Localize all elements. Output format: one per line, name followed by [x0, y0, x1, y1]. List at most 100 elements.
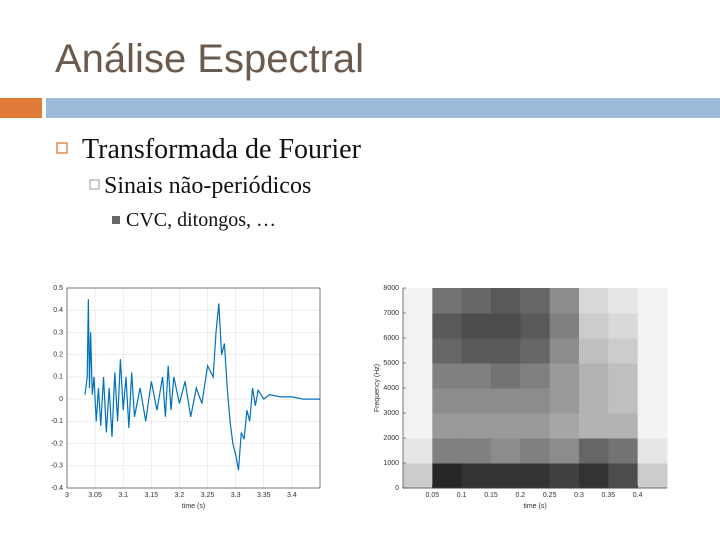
slide-title: Análise Espectral	[55, 37, 364, 81]
x-tick-label: 3	[65, 492, 69, 499]
spectrogram-cell	[432, 413, 463, 439]
x-tick-label: 0.25	[543, 492, 557, 499]
spectrogram-cell	[461, 338, 492, 364]
spectrogram-cell	[461, 363, 492, 389]
x-tick-label: 3.1	[118, 492, 128, 499]
y-tick-label: 8000	[383, 285, 399, 292]
bullet-text: CVC, ditongos, …	[126, 209, 276, 231]
spectrogram-cell	[579, 288, 609, 314]
spectrogram-cell	[461, 413, 492, 439]
y-tick-label: 4000	[383, 385, 399, 392]
spectrogram-cell	[461, 438, 492, 464]
y-tick-label: 7000	[383, 310, 399, 317]
spectrogram-cell	[549, 413, 580, 439]
spectrogram-cell	[403, 388, 433, 414]
spectrogram-cell	[608, 413, 639, 439]
x-tick-label: 0.35	[602, 492, 616, 499]
x-tick-label: 3.05	[88, 492, 102, 499]
accent-bar	[0, 98, 42, 118]
spectrogram-cell	[461, 388, 492, 414]
spectrogram-cell	[432, 388, 463, 414]
x-tick-label: 3.35	[257, 492, 271, 499]
y-tick-label: 0.3	[53, 329, 63, 336]
spectrogram-cell	[637, 338, 668, 364]
spectrogram-cell	[432, 363, 463, 389]
x-tick-label: 0.1	[457, 492, 467, 499]
spectrogram-cell	[549, 338, 580, 364]
spectrogram-cell	[403, 363, 433, 389]
spectrogram-cell	[608, 313, 639, 339]
spectrogram-cell	[461, 288, 492, 314]
spectrogram-cell	[579, 463, 609, 489]
spectrogram-cell	[637, 388, 668, 414]
header-bar	[46, 98, 720, 118]
bullet-text: Sinais não-periódicos	[104, 173, 311, 199]
x-tick-label: 0.3	[574, 492, 584, 499]
x-tick-label: 3.25	[201, 492, 215, 499]
x-tick-label: 3.4	[287, 492, 297, 499]
spectrogram-cell	[432, 463, 463, 489]
spectrogram-cell	[432, 438, 463, 464]
spectrogram-cell	[579, 413, 609, 439]
y-tick-label: 0	[395, 485, 399, 492]
bullet-icon	[112, 216, 120, 224]
y-tick-label: 0	[59, 396, 63, 403]
y-tick-label: 5000	[383, 360, 399, 367]
waveform-line	[84, 299, 320, 471]
spectrogram-cell	[608, 463, 639, 489]
spectrogram-cell	[520, 338, 551, 364]
spectrogram-cell	[608, 388, 639, 414]
y-tick-label: -0.3	[51, 463, 63, 470]
y-tick-label: 0.2	[53, 352, 63, 359]
axes-frame	[66, 287, 321, 489]
spectrogram-cell	[520, 438, 551, 464]
x-tick-label: 3.2	[175, 492, 185, 499]
y-axis-label: Frequency (Hz)	[374, 364, 381, 412]
spectrogram-cell	[403, 463, 433, 489]
spectrogram-cell	[432, 338, 463, 364]
spectrogram-cell	[637, 363, 668, 389]
spectrogram-cell	[491, 413, 521, 439]
y-tick-label: 0.1	[53, 374, 63, 381]
x-tick-label: 0.05	[426, 492, 440, 499]
plot-area	[67, 288, 320, 488]
spectrogram-cell	[491, 363, 521, 389]
spectrogram-cell	[608, 363, 639, 389]
spectrogram-cell	[432, 288, 463, 314]
y-tick-label: 3000	[383, 410, 399, 417]
spectrogram-cell	[403, 288, 433, 314]
x-axis-label: time (s)	[182, 503, 205, 510]
spectrogram-cell	[491, 338, 521, 364]
spectrogram-cell	[637, 288, 668, 314]
x-tick-label: 0.2	[515, 492, 525, 499]
spectrogram-cell	[637, 313, 668, 339]
bullet-icon	[89, 179, 100, 190]
y-tick-label: -0.2	[51, 440, 63, 447]
y-tick-label: 0.5	[53, 285, 63, 292]
spectrogram-cell	[549, 463, 580, 489]
spectrogram-cell	[403, 438, 433, 464]
spectrogram-cell	[403, 313, 433, 339]
spectrogram-cell	[637, 438, 668, 464]
spectrogram-cell	[520, 288, 551, 314]
spectrogram-cell	[549, 388, 580, 414]
spectrogram-cell	[520, 463, 551, 489]
spectrogram-cell	[520, 313, 551, 339]
spectrogram-cell	[520, 413, 551, 439]
spectrogram-cell	[520, 363, 551, 389]
spectrogram-cell	[549, 438, 580, 464]
spectrogram-cell	[491, 463, 521, 489]
y-tick-label: 6000	[383, 335, 399, 342]
spectrogram-cell	[608, 338, 639, 364]
spectrogram-cell	[491, 288, 521, 314]
spectrogram-cell	[549, 288, 580, 314]
spectrogram-cell	[579, 363, 609, 389]
x-tick-label: 0.15	[484, 492, 498, 499]
spectrogram-cell	[579, 388, 609, 414]
y-tick-label: -0.4	[51, 485, 63, 492]
x-tick-label: 3.3	[231, 492, 241, 499]
y-tick-label: 0.4	[53, 307, 63, 314]
spectrogram-cell	[403, 338, 433, 364]
x-tick-label: 3.15	[145, 492, 159, 499]
spectrogram-cell	[432, 313, 463, 339]
